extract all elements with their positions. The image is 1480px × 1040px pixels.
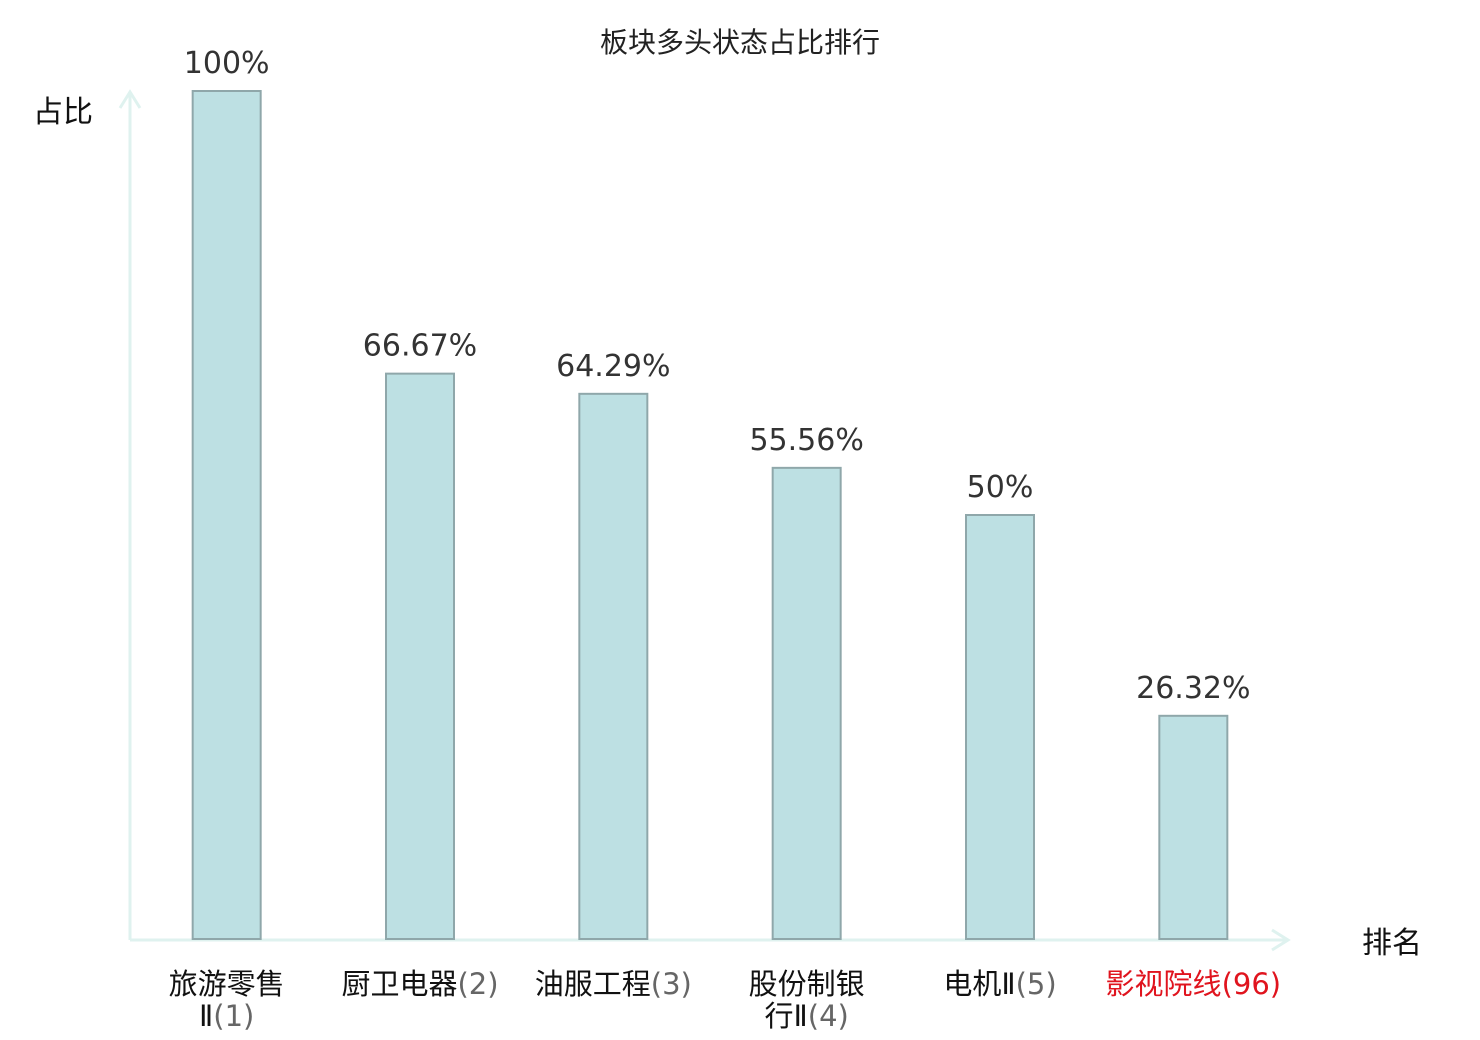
value-label-4: 55.56% <box>749 423 863 458</box>
value-label-5: 50% <box>967 470 1034 505</box>
chart-title: 板块多头状态占比排行 <box>600 26 880 59</box>
x-axis-label: 排名 <box>1362 926 1422 961</box>
value-label-2: 66.67% <box>363 329 477 364</box>
bar-4 <box>771 466 842 940</box>
value-labels-group: 100% 66.67% 64.29% 55.56% 50% 26.32% <box>184 46 1251 706</box>
y-axis-arrow <box>118 89 142 109</box>
y-axis-label: 占比 <box>33 95 93 130</box>
category-label-4: 股份制银行Ⅱ(4) <box>749 967 865 1033</box>
bar-5 <box>965 514 1035 940</box>
bar-1 <box>191 90 262 940</box>
bar-6 <box>1158 714 1229 940</box>
value-label-6: 26.32% <box>1136 671 1250 706</box>
x-axis-arrow <box>1271 928 1291 952</box>
bar-2 <box>385 372 455 940</box>
category-label-2: 厨卫电器(2) <box>341 967 498 1001</box>
value-label-1: 100% <box>184 46 270 81</box>
value-label-3: 64.29% <box>556 349 670 384</box>
category-label-1: 旅游零售 Ⅱ(1) <box>169 967 285 1033</box>
axes <box>118 89 1291 952</box>
bars-group <box>191 90 1229 940</box>
category-labels-group: 旅游零售 Ⅱ(1) 厨卫电器(2) 油服工程(3) 股份制银行Ⅱ(4) 电机Ⅱ(5) 影视院… <box>169 967 1281 1033</box>
category-label-5: 电机Ⅱ(5) <box>943 967 1056 1001</box>
bar-3 <box>578 392 649 940</box>
category-label-3: 油服工程(3) <box>535 967 692 1001</box>
category-label-6: 影视院线(96) <box>1106 967 1282 1001</box>
